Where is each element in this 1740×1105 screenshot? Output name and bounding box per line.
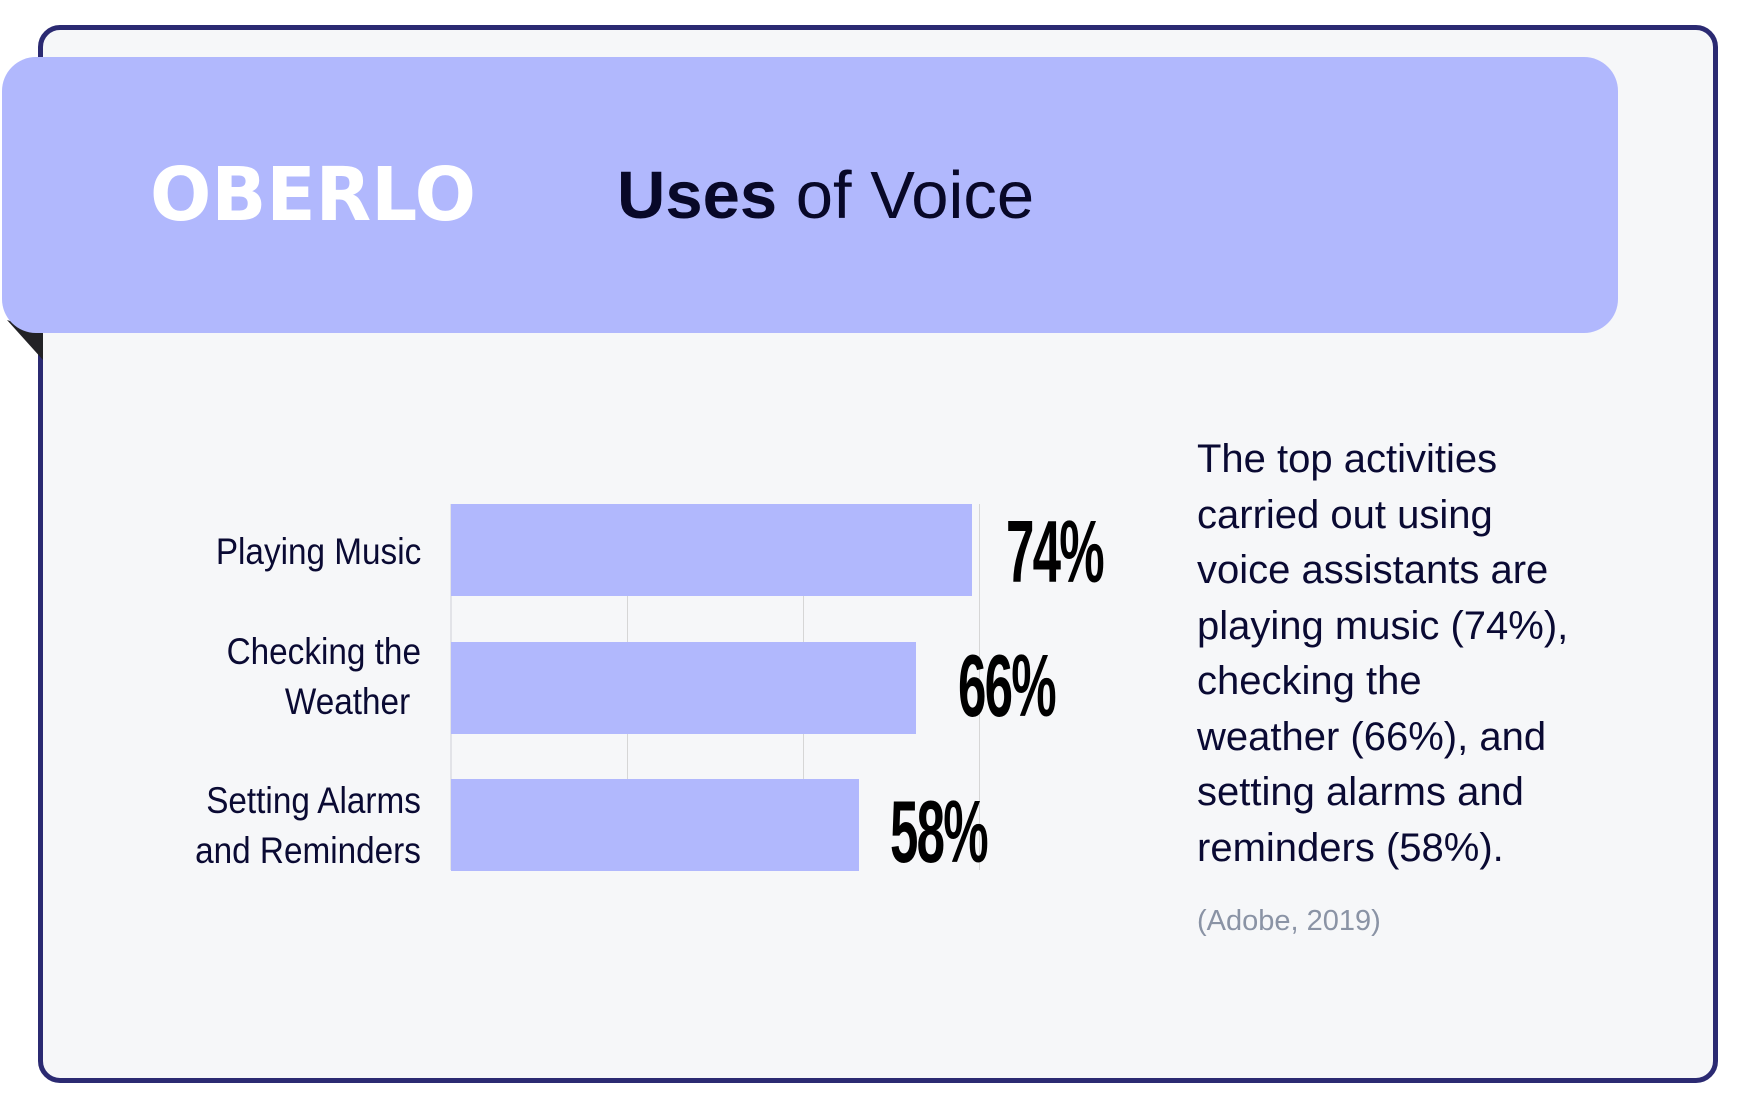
description-line: setting alarms and	[1197, 770, 1524, 814]
description-line: voice assistants are	[1197, 548, 1549, 592]
description-text: The top activities carried out using voi…	[1197, 432, 1657, 876]
source-citation: (Adobe, 2019)	[1197, 905, 1381, 937]
logo-text: OBERLO	[150, 160, 476, 226]
header-banner	[2, 57, 1618, 333]
description-line: reminders (58%).	[1197, 825, 1504, 870]
description-line: checking the	[1197, 659, 1422, 703]
description-line: weather (66%), and	[1197, 714, 1547, 759]
description-line: The top activities	[1197, 437, 1498, 481]
oberlo-logo: OBERLO	[150, 160, 476, 226]
title-rest: of Voice	[777, 158, 1035, 233]
description-line: playing music (74%),	[1197, 603, 1569, 648]
page-title: Uses of Voice	[617, 156, 1034, 236]
description-line: carried out using	[1197, 492, 1493, 537]
title-bold: Uses	[617, 158, 778, 233]
